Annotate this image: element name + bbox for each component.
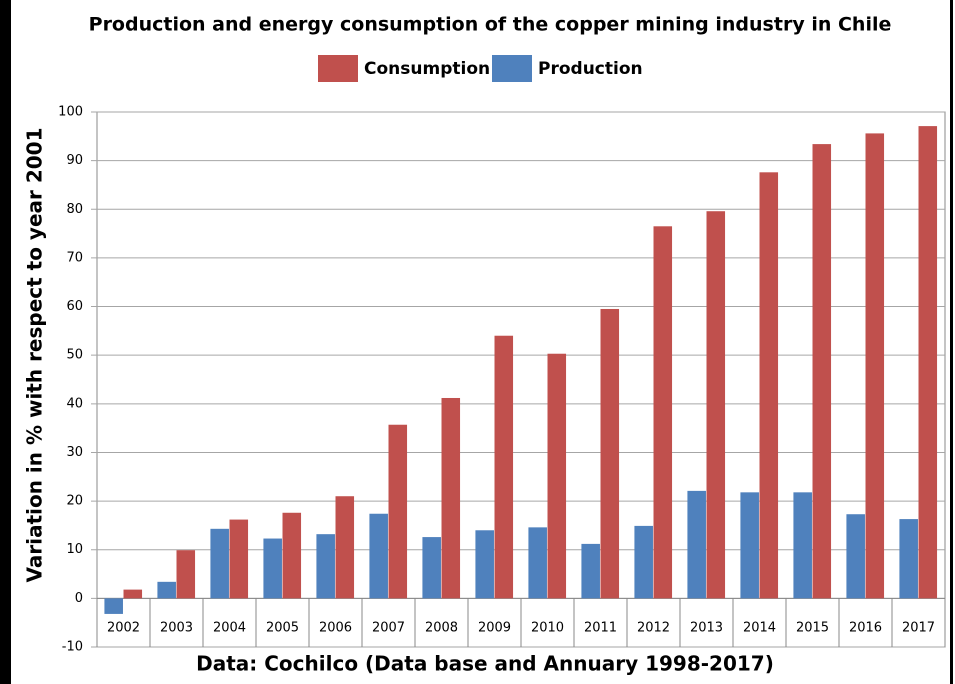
- legend-label: Consumption: [364, 59, 490, 79]
- bar: [335, 496, 355, 599]
- x-tick-label: 2010: [531, 621, 564, 636]
- bar: [316, 534, 335, 599]
- bar: [865, 133, 885, 599]
- bar: [706, 211, 726, 599]
- y-tick-label: 30: [66, 445, 83, 460]
- bar: [581, 543, 600, 599]
- y-axis-label: Variation in % with respect to year 2001: [23, 127, 47, 582]
- bar: [793, 492, 812, 599]
- x-tick-label: 2013: [690, 621, 723, 636]
- x-axis-label: Data: Cochilco (Data base and Annuary 19…: [196, 652, 774, 676]
- bar: [210, 528, 229, 599]
- bar: [547, 353, 567, 599]
- legend-swatch: [318, 55, 358, 82]
- y-tick-label: 100: [58, 105, 83, 120]
- x-tick-label: 2005: [266, 621, 299, 636]
- x-tick-label: 2014: [743, 621, 776, 636]
- bar: [528, 527, 547, 599]
- legend-swatch: [492, 55, 532, 82]
- x-tick-label: 2011: [584, 621, 617, 636]
- bar: [104, 598, 123, 614]
- y-tick-label: 10: [66, 542, 83, 557]
- x-tick-label: 2009: [478, 621, 511, 636]
- y-tick-label: 0: [75, 591, 83, 606]
- bar: [369, 513, 388, 599]
- x-tick-label: 2015: [796, 621, 829, 636]
- bar: [899, 519, 918, 599]
- chart-title: Production and energy consumption of the…: [89, 14, 892, 36]
- bar: [918, 126, 938, 599]
- bar: [759, 172, 779, 599]
- y-tick-label: 40: [66, 396, 83, 411]
- bar: [123, 589, 143, 599]
- y-tick-label: 80: [66, 202, 83, 217]
- x-tick-label: 2008: [425, 621, 458, 636]
- frame-left: [0, 0, 11, 684]
- x-tick-label: 2003: [160, 621, 193, 636]
- x-tick-label: 2007: [372, 621, 405, 636]
- bar: [263, 538, 282, 599]
- bar: [634, 525, 653, 599]
- bar: [740, 492, 759, 599]
- bar: [812, 144, 832, 599]
- bar: [229, 519, 249, 599]
- y-tick-label: 60: [66, 299, 83, 314]
- frame-right: [950, 0, 953, 684]
- bar: [441, 397, 461, 599]
- x-tick-label: 2012: [637, 621, 670, 636]
- y-tick-label: 70: [66, 250, 83, 265]
- x-tick-label: 2017: [902, 621, 935, 636]
- bar: [422, 537, 441, 599]
- y-tick-label: -10: [62, 640, 83, 655]
- y-tick-label: 20: [66, 494, 83, 509]
- bar: [176, 550, 196, 599]
- x-tick-label: 2004: [213, 621, 246, 636]
- bar: [846, 514, 865, 599]
- legend-label: Production: [538, 59, 643, 79]
- x-tick-label: 2016: [849, 621, 882, 636]
- bar: [475, 530, 494, 599]
- y-tick-label: 50: [66, 348, 83, 363]
- x-tick-label: 2002: [107, 621, 140, 636]
- bar: [494, 335, 514, 599]
- bar: [388, 424, 408, 599]
- bar: [687, 490, 706, 599]
- bar: [653, 226, 673, 599]
- bar: [282, 512, 302, 599]
- y-tick-label: 90: [66, 153, 83, 168]
- bar: [600, 308, 620, 599]
- bar: [157, 581, 176, 599]
- x-tick-label: 2006: [319, 621, 352, 636]
